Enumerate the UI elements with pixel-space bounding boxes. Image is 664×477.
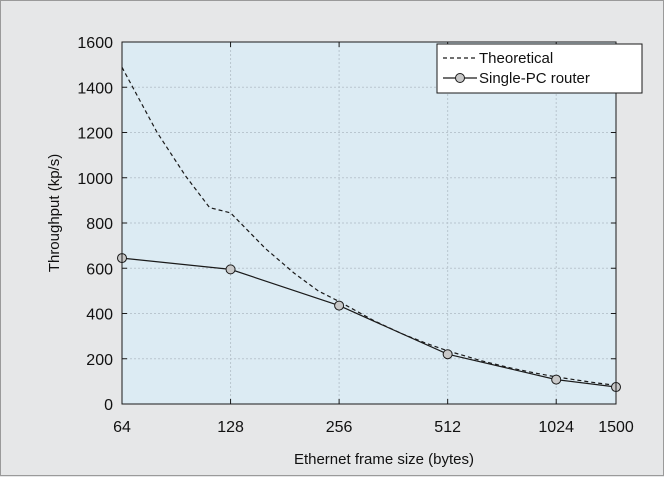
y-axis-ticks: 0 200 400 600 800 1000 1200 1400 1600 [77,35,616,414]
legend-label-single-pc-router: Single-PC router [479,70,590,87]
x-tick-label: 128 [217,419,244,436]
y-tick-label: 800 [86,216,113,233]
data-point-single-pc-router [442,349,453,360]
y-tick-label: 600 [86,261,113,278]
x-tick-label: 512 [434,419,461,436]
x-tick-label: 1024 [538,419,574,436]
y-tick-label: 0 [104,397,113,414]
plot-area [122,42,616,404]
x-tick-label: 256 [326,419,353,436]
x-tick-label: 1500 [598,419,634,436]
legend-marker-single-pc-router [455,73,465,83]
data-point-single-pc-router [334,300,345,311]
grid-lines [122,42,616,404]
y-tick-label: 1400 [77,80,113,97]
legend-label-theoretical: Theoretical [479,50,553,67]
series-line-single-pc-router [121,257,617,388]
y-tick-label: 200 [86,352,113,369]
legend: Theoretical Single-PC router [436,43,643,94]
data-point-single-pc-router [551,374,562,385]
x-axis-title: Ethernet frame size (bytes) [294,451,474,468]
data-point-single-pc-router [225,264,236,275]
y-axis-title: Throughput (kp/s) [46,154,63,272]
x-tick-label: 64 [113,419,131,436]
y-tick-label: 1000 [77,171,113,188]
x-axis-ticks: 64 128 256 512 1024 1500 [113,42,634,436]
legend-box [436,43,643,94]
y-tick-label: 1600 [77,35,113,52]
y-tick-label: 400 [86,307,113,324]
y-tick-label: 1200 [77,126,113,143]
